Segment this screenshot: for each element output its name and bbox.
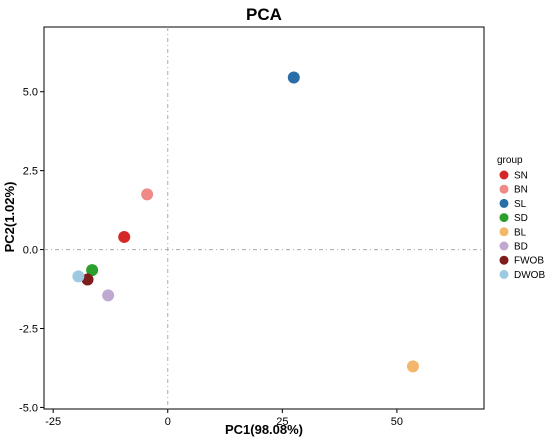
legend-title: group bbox=[497, 155, 523, 166]
y-tick-label: 0.0 bbox=[23, 245, 38, 257]
plot-frame bbox=[43, 26, 485, 410]
point-bl bbox=[406, 360, 419, 373]
point-fwob bbox=[81, 273, 94, 286]
legend-label-sn: SN bbox=[514, 171, 528, 182]
legend-marker-bn bbox=[499, 184, 509, 194]
legend-marker-sn bbox=[499, 170, 509, 180]
legend-label-bl: BL bbox=[514, 227, 527, 238]
legend-label-bd: BD bbox=[514, 242, 528, 253]
y-tick-label: -5.0 bbox=[19, 402, 38, 414]
y-tick-label: 5.0 bbox=[23, 87, 38, 99]
legend-label-sl: SL bbox=[514, 199, 527, 210]
legend-marker-sd bbox=[499, 213, 509, 223]
point-dwob bbox=[72, 270, 85, 283]
point-sn bbox=[118, 230, 131, 243]
legend-marker-bl bbox=[499, 227, 509, 237]
legend-label-fwob: FWOB bbox=[514, 256, 544, 267]
legend-label-sd: SD bbox=[514, 213, 528, 224]
y-tick-label: -2.5 bbox=[19, 323, 38, 335]
point-bn bbox=[141, 188, 154, 201]
point-sl bbox=[287, 71, 300, 84]
plot-area: -25 0 25 50 -5.0 -2.5 0.0 2.5 5.0 bbox=[19, 26, 485, 428]
chart-title: PCA bbox=[246, 5, 282, 24]
legend-marker-fwob bbox=[499, 255, 509, 265]
legend-label-bn: BN bbox=[514, 185, 528, 196]
point-sd bbox=[86, 264, 99, 277]
legend-marker-sl bbox=[499, 198, 509, 208]
y-tick-label: 2.5 bbox=[23, 166, 38, 178]
legend-marker-bd bbox=[499, 241, 509, 251]
x-tick-label: 25 bbox=[276, 416, 288, 428]
legend: group SN BN SL SD BL BD FWOB DWOB bbox=[497, 155, 545, 281]
x-tick-label: -25 bbox=[45, 416, 61, 428]
x-axis-label: PC1(98.08%) bbox=[225, 422, 303, 437]
x-tick-label: 0 bbox=[165, 416, 171, 428]
point-bd bbox=[102, 289, 115, 302]
x-tick-label: 50 bbox=[391, 416, 403, 428]
legend-marker-dwob bbox=[499, 269, 509, 279]
y-axis-label: PC2(1.02%) bbox=[2, 182, 17, 253]
legend-label-dwob: DWOB bbox=[514, 270, 545, 281]
